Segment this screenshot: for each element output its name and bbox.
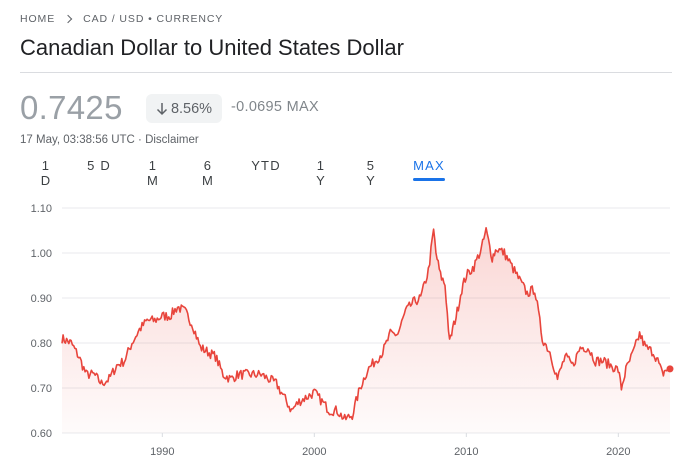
tab-1y[interactable]: 1 Y <box>316 158 326 188</box>
header-divider <box>20 72 672 73</box>
x-tick-label: 2010 <box>454 446 478 458</box>
change-absolute: -0.0695 MAX <box>231 99 319 115</box>
tab-1m[interactable]: 1 M <box>146 158 160 188</box>
x-tick-label: 1990 <box>150 446 174 458</box>
change-percent-badge: 8.56% <box>146 94 222 123</box>
arrow-down-icon <box>156 102 167 115</box>
tab-max[interactable]: MAX <box>413 158 445 181</box>
y-tick-label: 0.80 <box>31 338 52 350</box>
tab-5d[interactable]: 5 D <box>87 158 111 173</box>
breadcrumb-current: CAD / USD • CURRENCY <box>83 13 224 25</box>
tab-6m[interactable]: 6 M <box>201 158 215 188</box>
chevron-right-icon <box>63 13 75 25</box>
breadcrumb: HOME CAD / USD • CURRENCY <box>20 12 223 26</box>
y-tick-label: 0.60 <box>31 428 52 440</box>
tab-1d[interactable]: 1 D <box>40 158 52 188</box>
x-tick-label: 2000 <box>302 446 326 458</box>
series-endpoint <box>666 365 674 373</box>
quote-timestamp: 17 May, 03:38:56 UTC · Disclaimer <box>20 134 199 146</box>
y-axis-labels: 0.60 0.70 0.80 0.90 1.00 1.10 <box>31 203 52 440</box>
breadcrumb-home-link[interactable]: HOME <box>20 13 56 25</box>
y-tick-label: 0.70 <box>31 383 52 395</box>
price-chart[interactable]: 0.60 0.70 0.80 0.90 1.00 1.10 1990 2000 2010 202… <box>0 190 684 472</box>
y-tick-label: 1.10 <box>31 203 52 215</box>
page-title: Canadian Dollar to United States Dollar <box>20 35 404 60</box>
tab-5y[interactable]: 5 Y <box>366 158 376 188</box>
series-line <box>61 227 671 421</box>
current-price: 0.7425 <box>20 89 123 126</box>
x-axis-labels: 1990 2000 2010 2020 <box>150 433 631 458</box>
series-area <box>62 227 670 433</box>
x-tick-label: 2020 <box>606 446 630 458</box>
y-tick-label: 1.00 <box>31 248 52 260</box>
tab-ytd[interactable]: YTD <box>251 158 281 173</box>
change-percent-value: 8.56% <box>170 100 213 117</box>
y-tick-label: 0.90 <box>31 293 52 305</box>
